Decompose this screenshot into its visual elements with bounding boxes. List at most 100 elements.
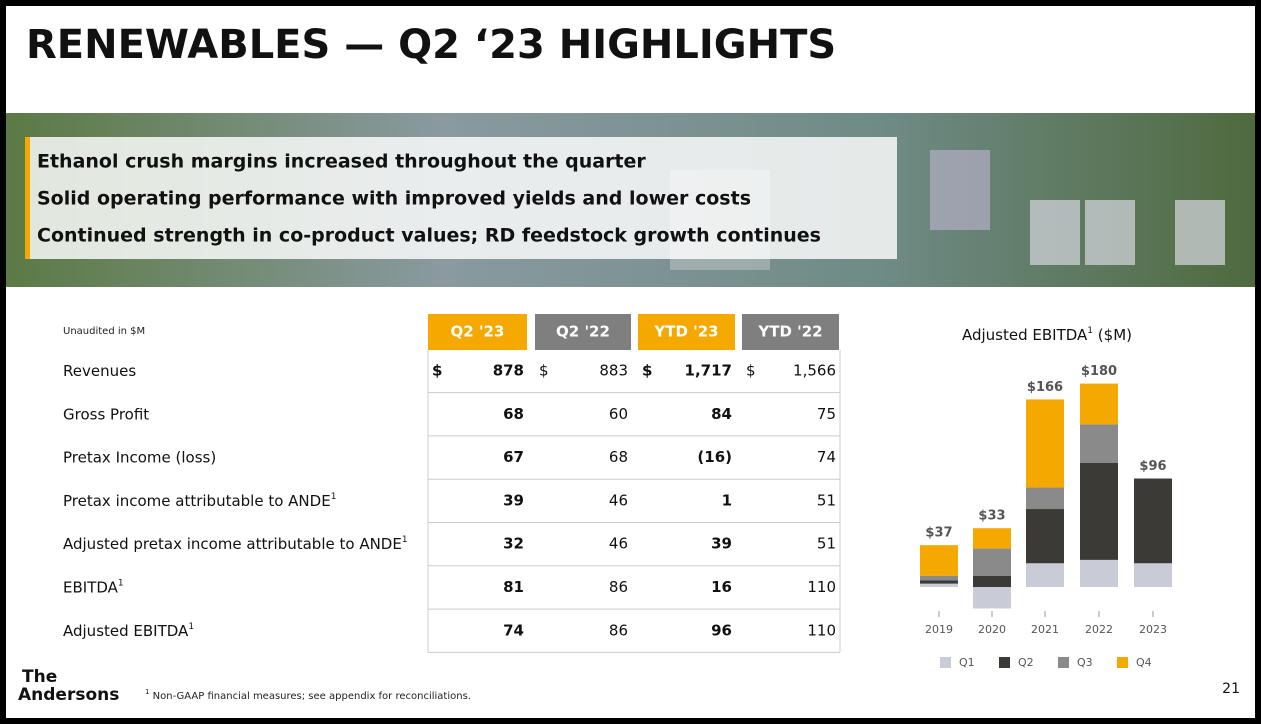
bar-segment	[1080, 383, 1118, 425]
cell: 74	[503, 621, 524, 639]
highlight-bar	[25, 137, 30, 259]
bar-segment	[1026, 487, 1064, 510]
logo: Andersons	[18, 685, 119, 705]
cell: 46	[609, 491, 628, 509]
currency: $	[642, 362, 652, 380]
chart-title-suffix: ($M)	[1093, 326, 1132, 344]
x-tick-label: 2023	[1139, 623, 1167, 636]
column-header-bg	[535, 314, 631, 350]
row-label-text: Revenues	[63, 362, 136, 380]
total-label: $33	[978, 509, 1005, 524]
row-label-text: Adjusted pretax income attributable to A…	[63, 535, 402, 553]
legend-label: Q1	[959, 656, 975, 669]
x-tick-label: 2022	[1085, 623, 1113, 636]
legend-swatch	[1058, 657, 1069, 668]
cell: 883	[599, 362, 628, 380]
row-label-text: Pretax income attributable to ANDE	[63, 491, 331, 509]
bar-segment	[973, 575, 1011, 587]
row-label-ref: 1	[331, 491, 337, 501]
bar-segment	[1134, 478, 1172, 564]
bar-segment	[1080, 462, 1118, 560]
legend-label: Q4	[1136, 656, 1152, 669]
column-header: YTD '23	[653, 323, 718, 341]
row-label: Adjusted pretax income attributable to A…	[63, 535, 408, 553]
highlight: Ethanol crush margins increased througho…	[37, 151, 646, 173]
cell: 1,717	[685, 362, 732, 380]
chart-title-ref: 1	[1087, 326, 1093, 336]
currency: $	[746, 362, 756, 380]
cell: 51	[817, 535, 836, 553]
footnote-ref: 1	[145, 688, 149, 696]
footnote-text: Non-GAAP financial measures; see appendi…	[149, 691, 471, 702]
cell: 1,566	[793, 362, 836, 380]
cell: 878	[493, 362, 524, 380]
bar-segment	[973, 587, 1011, 609]
row-label-text: Gross Profit	[63, 405, 149, 423]
cell: 51	[817, 491, 836, 509]
x-tick-label: 2019	[925, 623, 953, 636]
bar-segment	[920, 583, 958, 587]
row-label-ref: 1	[402, 535, 408, 545]
row-label: Pretax Income (loss)	[63, 448, 216, 466]
cell: 39	[711, 535, 732, 553]
cell: 16	[711, 578, 732, 596]
column-header: Q2 '22	[556, 323, 610, 341]
slide-bg	[6, 6, 1255, 718]
bar-segment	[1026, 509, 1064, 564]
cell: 32	[503, 535, 524, 553]
cell: 39	[503, 491, 524, 509]
cell: 1	[722, 491, 732, 509]
legend-swatch	[940, 657, 951, 668]
x-tick-label: 2020	[978, 623, 1006, 636]
row-label: Adjusted EBITDA1	[63, 621, 194, 639]
bar-segment	[1026, 399, 1064, 488]
legend-label: Q2	[1018, 656, 1034, 669]
bar-segment	[973, 528, 1011, 549]
legend-label: Q3	[1077, 656, 1093, 669]
cell: 68	[503, 405, 524, 423]
bar-segment	[1134, 563, 1172, 587]
table-note: Unaudited in $M	[63, 326, 145, 337]
slide-title: RENEWABLES — Q2 ‘23 HIGHLIGHTS	[26, 22, 836, 68]
chart-title-text: Adjusted EBITDA	[962, 326, 1088, 344]
highlight: Solid operating performance with improve…	[37, 188, 751, 210]
row-label: Revenues	[63, 362, 136, 380]
x-tick-label: 2021	[1031, 623, 1059, 636]
row-label-text: EBITDA	[63, 578, 119, 596]
bar-segment	[1026, 563, 1064, 587]
row-label: Pretax income attributable to ANDE1	[63, 491, 336, 509]
column-header-bg	[638, 314, 735, 350]
page-number: 21	[1222, 681, 1240, 697]
cell: 96	[711, 621, 732, 639]
legend-swatch	[999, 657, 1010, 668]
bar-segment	[1080, 424, 1118, 463]
legend-swatch	[1117, 657, 1128, 668]
bar-segment	[1080, 559, 1118, 587]
cell: 110	[807, 621, 836, 639]
row-label-ref: 1	[188, 621, 194, 631]
highlight-box	[25, 137, 897, 259]
cell: 86	[609, 621, 628, 639]
chart-title: Adjusted EBITDA1 ($M)	[962, 326, 1132, 344]
cell: 46	[609, 535, 628, 553]
footnote: 1 Non-GAAP financial measures; see appen…	[145, 688, 471, 702]
total-label: $166	[1027, 380, 1063, 395]
cell: 110	[807, 578, 836, 596]
row-label-text: Pretax Income (loss)	[63, 448, 216, 466]
cell: 68	[609, 448, 628, 466]
cell: 84	[711, 405, 732, 423]
currency: $	[432, 362, 442, 380]
cell: 86	[609, 578, 628, 596]
cell: 74	[817, 448, 836, 466]
bar-segment	[920, 545, 958, 576]
total-label: $96	[1139, 459, 1166, 474]
column-header-bg	[428, 314, 527, 350]
cell: 75	[817, 405, 836, 423]
bar-segment	[920, 575, 958, 581]
column-header: YTD '22	[757, 323, 822, 341]
bar-segment	[973, 548, 1011, 576]
row-label: Gross Profit	[63, 405, 149, 423]
logo: The	[22, 667, 57, 687]
